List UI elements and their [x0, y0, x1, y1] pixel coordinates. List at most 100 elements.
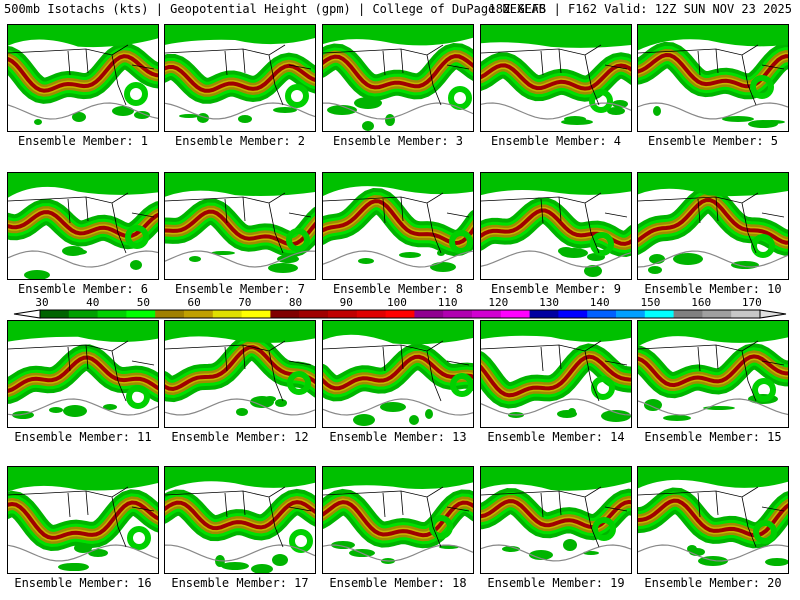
- wind-blob: [268, 263, 298, 273]
- isotach-field: [8, 173, 158, 279]
- isotach-field: [165, 173, 315, 273]
- ensemble-member-label: Ensemble Member: 11: [14, 430, 152, 444]
- wind-blob: [277, 255, 299, 263]
- ensemble-member-label: Ensemble Member: 17: [171, 576, 309, 590]
- ensemble-map-panel: [7, 172, 159, 280]
- wind-blob: [236, 408, 248, 416]
- colorbar-tick-label: 90: [339, 296, 353, 309]
- wind-region: [8, 25, 158, 48]
- wind-blob: [529, 550, 553, 560]
- ensemble-map-panel: [637, 320, 789, 428]
- wind-blob: [362, 121, 374, 131]
- isotach-field: [481, 467, 631, 562]
- wind-blob: [564, 116, 586, 122]
- isotach-field: [323, 25, 473, 131]
- ensemble-map-panel: [637, 466, 789, 574]
- wind-region: [165, 321, 315, 343]
- height-contour: [8, 102, 158, 120]
- isotach-field: [8, 25, 158, 125]
- cyclone-swirl: [126, 385, 150, 409]
- colorbar-tick-label: 140: [589, 296, 610, 309]
- wind-region: [323, 25, 473, 46]
- wind-blob: [112, 106, 134, 116]
- wind-blob: [563, 539, 577, 551]
- cyclone-swirl: [124, 82, 148, 106]
- cyclone-swirl: [449, 230, 473, 254]
- wind-blob: [502, 546, 520, 552]
- jet-stream-band: [638, 197, 788, 245]
- wind-blob: [24, 270, 50, 279]
- colorbar-segment: [97, 310, 127, 318]
- isotach-colorbar: [13, 309, 787, 319]
- ensemble-map-panel: [164, 466, 316, 574]
- wind-region: [8, 173, 158, 198]
- height-contour: [323, 250, 473, 268]
- colorbar-segment: [40, 310, 70, 318]
- colorbar-segment: [155, 310, 185, 318]
- cyclone-swirl: [286, 228, 310, 252]
- height-contour: [323, 544, 473, 562]
- wind-region: [8, 467, 158, 492]
- wind-blob: [353, 414, 375, 426]
- height-contour: [638, 544, 788, 562]
- wind-blob: [358, 258, 374, 264]
- wind-blob: [221, 562, 249, 570]
- jet-stream-band: [165, 63, 315, 93]
- wind-region: [481, 173, 631, 196]
- isotach-field: [323, 173, 473, 272]
- wind-blob: [425, 409, 433, 419]
- wind-blob: [430, 262, 456, 272]
- jet-stream-band: [481, 63, 631, 91]
- jet-stream-band: [8, 500, 158, 540]
- wind-blob: [272, 554, 288, 566]
- boundary-lines: [8, 44, 155, 106]
- wind-blob: [380, 402, 406, 412]
- wind-blob: [179, 114, 199, 118]
- colorbar-segment: [616, 310, 646, 318]
- ensemble-member-label: Ensemble Member: 7: [174, 282, 306, 296]
- boundary-lines: [481, 340, 628, 402]
- colorbar-segment: [673, 310, 703, 318]
- colorbar-tick-label: 70: [238, 296, 252, 309]
- height-contour: [8, 250, 158, 268]
- colorbar-segment: [702, 310, 732, 318]
- jet-stream-band: [638, 498, 788, 538]
- cyclone-swirl: [590, 232, 614, 256]
- ensemble-member-label: Ensemble Member: 3: [332, 134, 464, 148]
- model-run-info: 18Z GEFS | F162 Valid: 12Z SUN NOV 23 20…: [488, 2, 792, 16]
- wind-blob: [273, 107, 297, 113]
- height-contour: [481, 250, 631, 268]
- wind-blob: [722, 116, 754, 122]
- wind-blob: [238, 115, 252, 123]
- ensemble-map-panel: [322, 172, 474, 280]
- height-contour: [165, 398, 315, 416]
- cyclone-swirl: [448, 86, 472, 110]
- ensemble-map-panel: [322, 320, 474, 428]
- wind-blob: [250, 396, 274, 408]
- colorbar-segment: [529, 310, 559, 318]
- jet-stream-band: [323, 500, 473, 538]
- jet-stream-band: [323, 54, 473, 90]
- wind-region: [638, 321, 788, 347]
- ensemble-map-panel: [7, 24, 159, 132]
- height-contour: [481, 544, 631, 562]
- isotach-field: [323, 467, 473, 564]
- cyclone-swirl: [285, 84, 309, 108]
- ensemble-member-label: Ensemble Member: 8: [332, 282, 464, 296]
- ensemble-map-panel: [164, 172, 316, 280]
- wind-blob: [327, 105, 357, 115]
- ensemble-map-panel: [637, 24, 789, 132]
- wind-blob: [644, 399, 662, 411]
- wind-blob: [34, 119, 42, 125]
- ensemble-member-label: Ensemble Member: 18: [329, 576, 467, 590]
- boundary-lines: [638, 486, 785, 548]
- colorbar-tick-label: 30: [35, 296, 49, 309]
- height-contour: [323, 398, 473, 416]
- cyclone-swirl: [589, 89, 613, 113]
- wind-blob: [759, 120, 785, 124]
- ensemble-member-label: Ensemble Member: 20: [644, 576, 782, 590]
- cyclone-swirl: [750, 75, 774, 99]
- ensemble-map-panel: [164, 24, 316, 132]
- jet-stream-band: [8, 355, 158, 393]
- colorbar-segment: [126, 310, 156, 318]
